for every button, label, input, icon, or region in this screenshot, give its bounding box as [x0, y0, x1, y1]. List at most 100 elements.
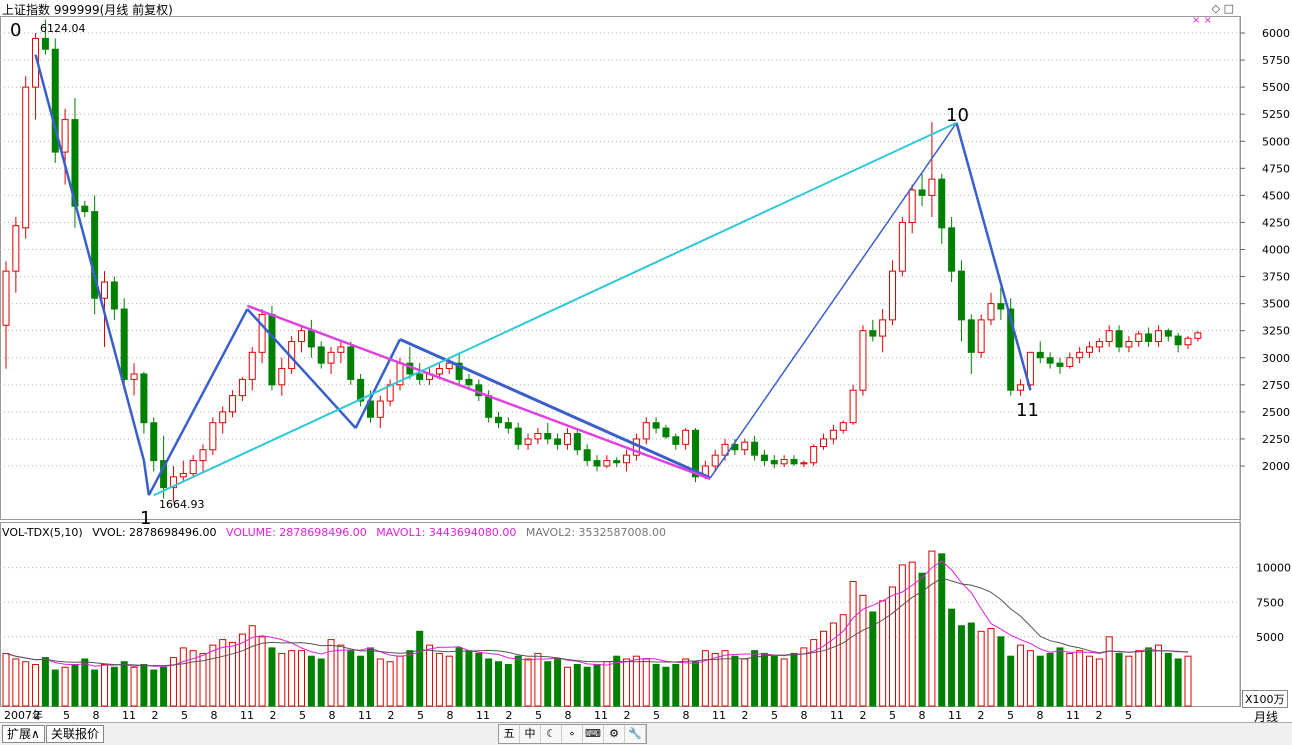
candle-body[interactable]	[1095, 341, 1103, 348]
candle-body[interactable]	[928, 178, 936, 196]
candle-body[interactable]	[219, 411, 227, 424]
candle-body[interactable]	[1036, 351, 1044, 359]
candle-body[interactable]	[810, 446, 818, 464]
candle-body[interactable]	[1115, 330, 1123, 348]
candle-body[interactable]	[741, 441, 749, 451]
candle-body[interactable]	[948, 227, 956, 272]
candle-body[interactable]	[652, 422, 660, 429]
candle-body[interactable]	[307, 330, 315, 348]
candle-body[interactable]	[416, 373, 424, 380]
candle-body[interactable]	[278, 368, 286, 386]
candle-body[interactable]	[317, 346, 325, 364]
candle-body[interactable]	[81, 205, 89, 213]
candle-body[interactable]	[918, 189, 926, 196]
candle-body[interactable]	[987, 303, 995, 321]
candle-body[interactable]	[298, 330, 305, 343]
candle-body[interactable]	[1007, 308, 1015, 391]
candle-body[interactable]	[790, 459, 798, 465]
candle-body[interactable]	[1056, 362, 1064, 367]
candle-body[interactable]	[229, 395, 237, 413]
candle-body[interactable]	[120, 308, 128, 380]
candle-body[interactable]	[692, 429, 699, 478]
candle-body[interactable]	[593, 460, 601, 467]
candle-body[interactable]	[327, 351, 335, 364]
candle-body[interactable]	[1125, 341, 1133, 348]
candle-body[interactable]	[1076, 351, 1084, 359]
candle-body[interactable]	[130, 373, 138, 380]
toolbar-icon-6[interactable]: 🔧	[625, 725, 646, 743]
candle-body[interactable]	[563, 433, 571, 445]
candle-body[interactable]	[1184, 337, 1192, 346]
candle-body[interactable]	[465, 378, 473, 386]
candle-body[interactable]	[445, 362, 453, 370]
candle-body[interactable]	[2, 270, 10, 326]
candle-body[interactable]	[829, 429, 837, 440]
candle-body[interactable]	[583, 449, 591, 462]
candle-body[interactable]	[376, 400, 384, 418]
candle-body[interactable]	[61, 119, 69, 153]
candle-body[interactable]	[357, 378, 365, 402]
candle-body[interactable]	[51, 48, 59, 153]
candle-body[interactable]	[150, 422, 158, 462]
candle-body[interactable]	[623, 454, 631, 464]
candle-body[interactable]	[22, 86, 30, 229]
candle-body[interactable]	[248, 351, 256, 380]
candle-body[interactable]	[1174, 335, 1182, 346]
window-corner-icons[interactable]: ◇ □	[1211, 2, 1234, 15]
candle-body[interactable]	[751, 441, 759, 456]
candle-body[interactable]	[760, 454, 768, 462]
related-quote-tab[interactable]: 关联报价	[46, 725, 105, 743]
candle-body[interactable]	[1066, 357, 1074, 367]
candle-body[interactable]	[780, 459, 788, 465]
toolbar-icon-4[interactable]: ⌨	[583, 725, 604, 743]
candle-body[interactable]	[238, 378, 246, 397]
candle-body[interactable]	[1017, 384, 1025, 391]
candle-body[interactable]	[711, 454, 719, 467]
candle-body[interactable]	[91, 211, 99, 299]
candle-body[interactable]	[485, 395, 493, 418]
candle-body[interactable]	[573, 433, 581, 451]
period-label[interactable]: 月线	[1254, 710, 1279, 724]
candle-body[interactable]	[1154, 330, 1162, 343]
candle-body[interactable]	[1026, 351, 1034, 386]
candle-body[interactable]	[258, 313, 266, 353]
candle-body[interactable]	[898, 221, 906, 272]
candle-body[interactable]	[41, 37, 49, 50]
candle-body[interactable]	[169, 476, 177, 489]
candle-body[interactable]	[12, 225, 20, 272]
candle-body[interactable]	[101, 281, 108, 299]
candle-body[interactable]	[770, 460, 778, 465]
candle-body[interactable]	[977, 319, 985, 353]
candle-body[interactable]	[189, 460, 197, 475]
candle-body[interactable]	[889, 270, 896, 321]
candle-body[interactable]	[268, 313, 276, 386]
candle-body[interactable]	[1164, 330, 1172, 337]
candle-body[interactable]	[849, 389, 857, 424]
candle-body[interactable]	[337, 346, 345, 353]
candle-body[interactable]	[1046, 357, 1054, 364]
candle-body[interactable]	[455, 362, 463, 380]
candle-body[interactable]	[110, 281, 118, 310]
candle-body[interactable]	[199, 449, 207, 462]
candle-body[interactable]	[1086, 346, 1093, 353]
toolbar-icon-1[interactable]: 中	[520, 725, 541, 743]
candle-body[interactable]	[820, 438, 828, 448]
toolbar-icon-0[interactable]: 五	[499, 725, 520, 743]
candle-body[interactable]	[554, 438, 562, 445]
candle-body[interactable]	[1105, 330, 1113, 343]
candle-body[interactable]	[524, 438, 532, 445]
candle-body[interactable]	[1194, 332, 1202, 339]
candle-body[interactable]	[347, 346, 355, 380]
candle-body[interactable]	[209, 422, 217, 451]
expand-tab[interactable]: 扩展∧	[2, 725, 45, 743]
candle-body[interactable]	[544, 433, 552, 440]
candle-body[interactable]	[879, 319, 887, 337]
candle-body[interactable]	[938, 178, 946, 229]
candle-body[interactable]	[642, 422, 650, 440]
candle-body[interactable]	[908, 189, 916, 223]
candle-body[interactable]	[682, 429, 690, 445]
candle-body[interactable]	[997, 303, 1005, 310]
candle-body[interactable]	[1145, 333, 1153, 343]
candle-body[interactable]	[140, 373, 148, 424]
